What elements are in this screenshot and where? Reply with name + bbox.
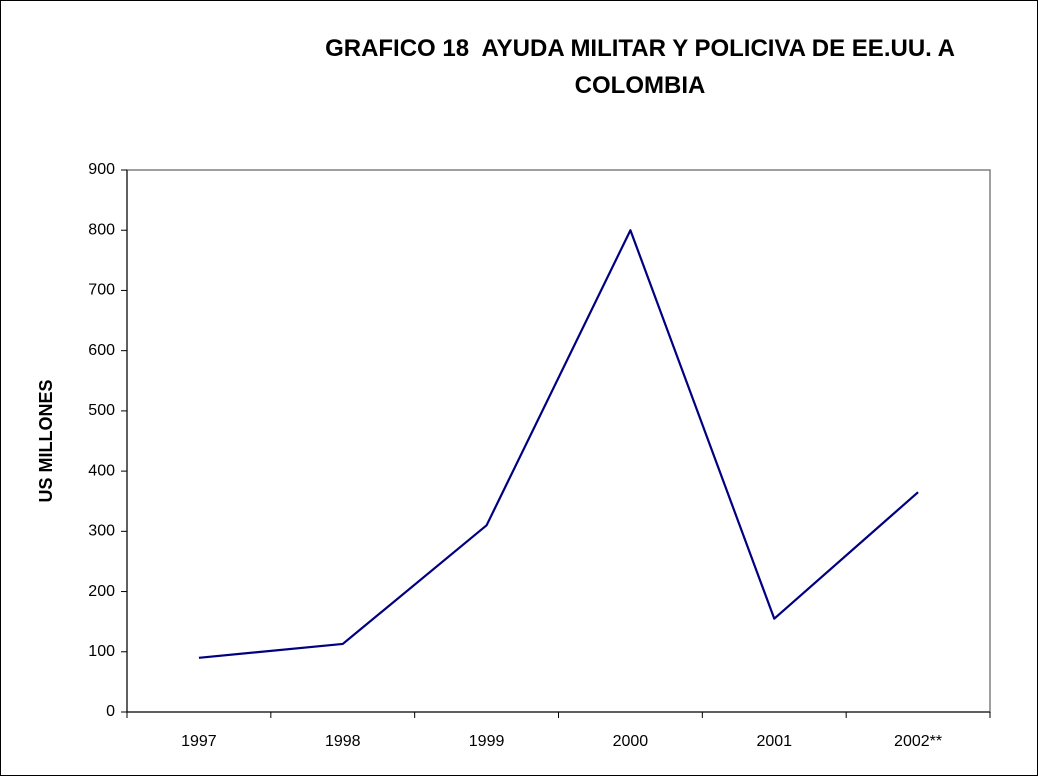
y-tick-label: 100 bbox=[88, 643, 115, 660]
y-tick-label: 700 bbox=[88, 282, 115, 299]
y-tick-label: 400 bbox=[88, 462, 115, 479]
y-tick-label: 0 bbox=[106, 703, 115, 720]
x-tick-label: 2000 bbox=[613, 733, 649, 750]
x-tick-label: 2001 bbox=[756, 733, 792, 750]
data-line bbox=[198, 229, 919, 659]
y-tick-label: 200 bbox=[88, 583, 115, 600]
plot-area bbox=[126, 169, 991, 713]
x-tick-label: 1999 bbox=[469, 733, 505, 750]
x-tick-label: 2002** bbox=[894, 733, 942, 750]
y-tick-label: 600 bbox=[88, 342, 115, 359]
y-tick-label: 800 bbox=[88, 221, 115, 238]
y-tick-label: 300 bbox=[88, 523, 115, 540]
y-tick-label: 900 bbox=[88, 161, 115, 178]
chart-title: GRAFICO 18 AYUDA MILITAR Y POLICIVA DE E… bbox=[325, 35, 962, 99]
x-tick-label: 1998 bbox=[325, 733, 361, 750]
x-tick-label: 1997 bbox=[181, 733, 217, 750]
y-axis-label: US MILLONES bbox=[36, 379, 56, 502]
y-tick-label: 500 bbox=[88, 402, 115, 419]
